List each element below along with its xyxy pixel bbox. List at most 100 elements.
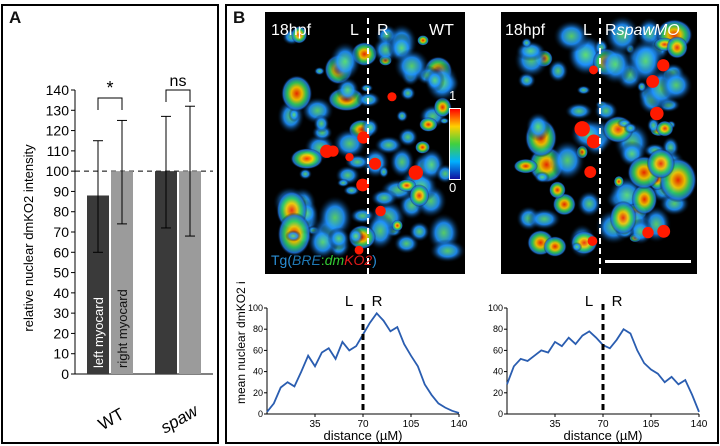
bar-wt-left [87,195,109,374]
heatmap-nucleus [280,75,313,112]
profile-right-label: R [612,293,623,310]
heatmap-hotspot [642,226,654,239]
profile-y-tick-label: 100 [488,303,503,313]
profile-y-tick-label: 40 [493,367,503,377]
transgene-dm: dm [324,252,345,268]
heatmap-nucleus [547,59,569,83]
significance-bracket [165,89,191,102]
heatmap-hotspot [357,131,370,144]
heatmap-nucleus [393,48,430,84]
heatmap-nucleus [552,193,576,216]
heatmap-hotspot [356,178,370,192]
colorbar-max-label: 1 [449,88,457,103]
profile-y-tick-label: 80 [253,324,263,334]
heatmap-nucleus [327,227,351,250]
heatmap-nucleus [543,236,567,257]
profile-x-tick-label: 105 [643,419,660,430]
heatmap-image-wt: 18hpf L R WT 1 0 Tg(BRE:dmKO2) [265,12,465,274]
heatmap-nucleus [571,242,583,252]
heatmap-nucleus [659,68,693,102]
heatmap-nucleus [329,41,362,82]
bar-y-tick-label: 140 [46,82,70,98]
heatmap-nucleus [534,171,550,184]
heatmap-nucleus [666,36,688,59]
panel-label-a: A [9,8,22,27]
image-stage-label-spawmo: 18hpf [505,22,546,39]
profile-y-tick-label: 60 [253,345,263,355]
panel-a: A relative nuclear dmKO2 intensity 0 10 20… [1,4,219,444]
heatmap-nucleus [433,97,452,118]
heatmap-nucleus [439,117,450,125]
heatmap-nucleus [655,120,674,137]
bar-y-tick-label: 70 [53,224,69,240]
profile-x-tick-label: 35 [309,419,321,430]
profile-x-tick-label: 70 [597,419,609,430]
colorbar-min-label: 0 [449,180,457,195]
panel-b: B 18hpf L R WT 1 0 Tg(BRE:dmKO2) 18hpf L… [225,4,719,444]
heatmap-hotspot [387,92,397,102]
heatmap-nucleus [549,139,586,181]
scale-bar [605,260,691,263]
heatmap-nucleus [397,127,419,147]
heatmap-nucleus [347,227,364,245]
heatmap-nucleus [564,102,594,120]
image-right-r-spawmo: R [605,22,617,39]
significance-label: * [106,78,113,98]
heatmap-nucleus [576,190,602,218]
significance-label: ns [170,73,187,90]
heatmap-nucleus [613,175,624,188]
transgene-bre: BRE [292,252,321,268]
profile-y-tick-label: 40 [253,367,263,377]
heatmap-nucleus [290,148,324,170]
heatmap-nucleus [396,109,409,123]
bar-y-tick-label: 120 [46,123,70,139]
bar-y-tick-label: 30 [53,305,69,321]
heatmap-nucleus [646,148,676,179]
heatmap-hotspot [369,157,382,170]
transgene-prefix: Tg( [271,252,292,268]
profile-x-axis-label: distance (µM) [323,428,402,442]
heatmap-nucleus [291,26,308,44]
bar-y-tick-label: 90 [53,183,69,199]
image-midline-wt [367,18,369,274]
panel-label-b: B [233,8,246,27]
heatmap-nucleus [429,239,465,263]
heatmap-hotspot [584,166,597,178]
heatmap-nucleus [604,14,641,56]
heatmap-nucleus [285,230,302,242]
image-stage-label-wt: 18hpf [271,22,312,39]
heatmap-image-wt-pattern [272,23,465,263]
transgene-ko2: KO2 [344,252,373,268]
bar-y-tick-label: 50 [53,265,69,281]
heatmap-nucleus [336,178,350,188]
bar-y-tick-label: 110 [47,143,70,159]
category-label: spaw [157,400,202,437]
significance-bracket [97,97,123,110]
heatmap-nucleus [419,117,438,132]
profile-x-tick-label: 140 [451,419,467,430]
bar-spaw-left [155,171,177,374]
category-label: WT [95,404,127,434]
heatmap-nucleus [627,37,664,85]
heatmap-hotspot [657,224,671,238]
heatmap-hotspot [586,134,601,149]
bar-y-tick-label: 0 [61,366,69,382]
transgene-colon: : [320,252,325,268]
heatmap-nucleus [408,221,431,242]
image-left-label-spawmo: L [583,22,592,39]
profile-x-tick-label: 105 [403,419,420,430]
heatmap-hotspot [375,205,386,217]
heatmap-nucleus [391,219,403,232]
profile-y-tick-label: 20 [253,388,263,398]
bar-y-tick-label: 80 [53,204,69,220]
profile-x-tick-label: 70 [357,419,369,430]
heatmap-nucleus [378,165,389,179]
heatmap-nucleus [527,208,562,231]
profile-y-tick-label: 60 [493,345,503,355]
profile-y-tick-label: 20 [493,388,503,398]
heatmap-hotspot [646,74,660,88]
profile-right-label: R [372,293,383,310]
heatmap-hotspot [650,106,664,121]
heatmap-nucleus [552,19,590,53]
